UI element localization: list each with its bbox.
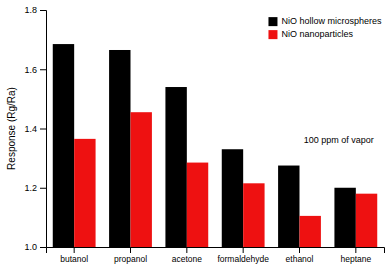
x-tick-mark: [186, 247, 187, 253]
x-tick-mark: [299, 247, 300, 253]
bar: [131, 112, 152, 247]
bar: [243, 183, 264, 247]
x-tick-mark: [74, 247, 75, 253]
bar: [278, 166, 299, 247]
y-tick-mark: [40, 247, 46, 248]
x-tick-label: heptane: [340, 254, 371, 264]
y-tick-label: 1.2: [24, 183, 37, 193]
bar: [74, 139, 95, 247]
x-tick: butanol: [60, 247, 88, 264]
bars: [53, 44, 377, 247]
legend-label: NiO hollow microspheres: [281, 16, 382, 26]
y-tick-mark: [40, 129, 46, 130]
annotation: 100 ppm of vapor: [304, 135, 374, 145]
x-tick: acetone: [172, 247, 203, 264]
bar: [334, 188, 355, 247]
y-tick-mark: [40, 10, 46, 11]
bar: [109, 50, 130, 247]
y-tick: 1.6: [24, 65, 46, 75]
bar: [53, 44, 74, 247]
bar: [222, 149, 243, 247]
y-tick: 1.4: [24, 124, 46, 134]
x-tick: formaldehyde: [217, 247, 269, 264]
bar: [165, 87, 186, 247]
y-tick-mark: [40, 188, 46, 189]
y-tick-label: 1.6: [24, 65, 37, 75]
legend-item: NiO hollow microspheres: [268, 16, 382, 26]
chart: butanol propanol acetone formaldehyde ethano…: [0, 0, 392, 273]
y-tick: 1.8: [24, 5, 46, 15]
x-tick-label: ethanol: [286, 254, 314, 264]
x-tick-mark: [355, 247, 356, 253]
bar-series: [74, 112, 377, 247]
y-tick-label: 1.0: [24, 242, 37, 252]
y-axis-title: Response (Rg/Ra): [6, 87, 17, 170]
legend-swatch: [268, 30, 277, 39]
x-axis: butanol propanol acetone formaldehyde ethano…: [47, 247, 385, 264]
y-axis: 1.0 1.2 1.4 1.6 1.8: [24, 5, 46, 252]
y-tick-label: 1.4: [24, 124, 37, 134]
x-tick-mark: [243, 247, 244, 253]
bar: [356, 194, 377, 247]
x-tick: heptane: [340, 247, 371, 264]
legend-item: NiO nanoparticles: [268, 29, 353, 39]
x-tick-mark: [130, 247, 131, 253]
bar: [187, 163, 208, 247]
bar: [300, 216, 321, 247]
y-tick: 1.2: [24, 183, 46, 193]
y-tick: 1.0: [24, 242, 46, 252]
x-tick: propanol: [114, 247, 147, 264]
x-tick-label: butanol: [60, 254, 88, 264]
x-tick-label: propanol: [114, 254, 147, 264]
y-tick-mark: [40, 69, 46, 70]
y-tick-label: 1.8: [24, 5, 37, 15]
plot: butanol propanol acetone formaldehyde ethano…: [24, 5, 384, 264]
axis-line: [40, 11, 47, 248]
x-tick: ethanol: [286, 247, 314, 264]
legend: NiO hollow microspheres NiO nanoparticles: [268, 16, 382, 39]
axis-line: [47, 248, 385, 254]
x-tick-label: formaldehyde: [217, 254, 269, 264]
legend-label: NiO nanoparticles: [281, 29, 353, 39]
bar-series: [53, 44, 356, 247]
legend-swatch: [268, 17, 277, 26]
x-tick-label: acetone: [172, 254, 203, 264]
